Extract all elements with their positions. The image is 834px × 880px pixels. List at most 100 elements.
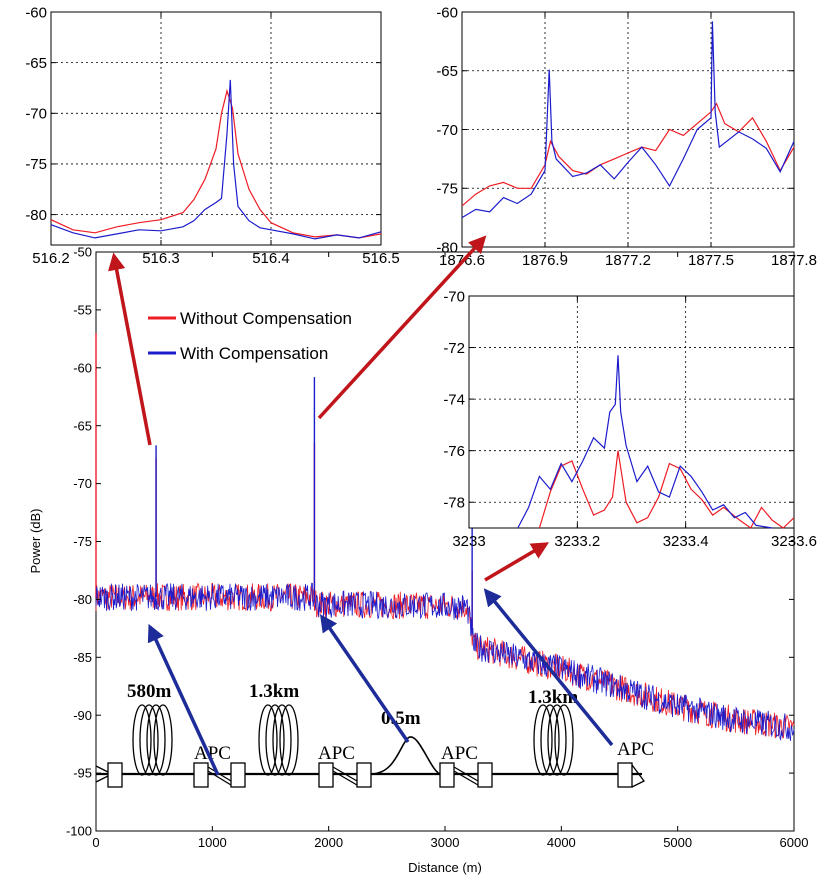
connector-box — [356, 762, 372, 788]
y-tick-label: -100 — [66, 824, 92, 839]
apc-end — [631, 764, 645, 788]
fiber-label-0.5m: 0.5m — [381, 708, 421, 729]
y-tick-label: -74 — [443, 391, 465, 408]
blue-arrow-2 — [320, 614, 410, 743]
x-tick-label: 516.5 — [362, 250, 400, 267]
x-tick-label: 516.2 — [32, 250, 70, 267]
x-tick-label: 1000 — [198, 835, 227, 850]
x-tick-label: 4000 — [547, 835, 576, 850]
y-tick-label: -90 — [73, 708, 92, 723]
inset1-axes: 516.2 516.3 516.4 516.5 -60 -65 -70 -75 -80 — [25, 4, 399, 267]
y-tick-label: -70 — [25, 106, 47, 123]
legend-label-without: Without Compensation — [180, 309, 352, 328]
y-tick-label: -80 — [436, 239, 458, 256]
main-y-axis-label: Power (dB) — [28, 508, 43, 573]
y-tick-label: -95 — [73, 766, 92, 781]
legend-label-with: With Compensation — [180, 344, 328, 363]
y-tick-label: -50 — [73, 245, 92, 260]
y-tick-label: -60 — [436, 4, 458, 21]
x-tick-label: 3233.6 — [771, 533, 817, 550]
series-line-without — [461, 102, 795, 207]
y-tick-label: -70 — [443, 288, 465, 305]
x-tick-label: 1877.2 — [605, 252, 651, 269]
y-tick-label: -65 — [436, 63, 458, 80]
series-line-with — [517, 355, 773, 529]
x-tick-label: 3233.2 — [554, 533, 600, 550]
red-arrow-inset3 — [484, 542, 550, 582]
x-tick-label: 516.4 — [252, 250, 290, 267]
apc-label-2: APC — [318, 743, 355, 764]
inset-chart-1: 516.2 516.3 516.4 516.5 -60 -65 -70 -75 -80 — [25, 4, 399, 267]
inset1-grid — [51, 12, 381, 245]
fiber-coil-1.3km-b — [533, 704, 574, 776]
y-tick-label: -76 — [443, 443, 465, 460]
fiber-label-1.3km-b: 1.3km — [528, 687, 578, 708]
connector-box — [477, 762, 493, 788]
inset2-series-layer — [461, 21, 795, 219]
series-trace-with — [95, 582, 795, 741]
inset3-grid — [469, 296, 794, 528]
blue-arrow-1 — [147, 623, 220, 776]
connector-box — [318, 762, 334, 788]
y-tick-label: -60 — [73, 360, 92, 375]
apc-slash — [332, 766, 358, 786]
fiber-loop-0.5m — [370, 736, 441, 775]
x-tick-label: 1876.9 — [522, 252, 568, 269]
inset1-series-layer — [50, 79, 382, 240]
inset3-frame — [468, 295, 795, 529]
fiber-label-1.3km-a: 1.3km — [249, 681, 299, 702]
inset-chart-3: 3233 3233.2 3233.4 3233.6 -70 -72 -74 -76 -78 — [443, 288, 817, 550]
y-tick-label: -85 — [73, 650, 92, 665]
y-tick-label: -75 — [73, 534, 92, 549]
input-end — [95, 765, 109, 783]
apc-slash — [453, 766, 479, 786]
legend: Without Compensation With Compensation — [148, 309, 352, 363]
x-tick-label: 6000 — [780, 835, 809, 850]
y-tick-label: -55 — [73, 302, 92, 317]
x-tick-label: 1877.8 — [771, 252, 817, 269]
fiber-coil-1.3km-a — [258, 704, 299, 776]
apc-label-4: APC — [617, 739, 654, 760]
setup-labels: 580m 1.3km 0.5m 1.3km APC APC APC APC — [127, 681, 654, 764]
connector-box — [193, 762, 209, 788]
fiber-setup-diagram — [95, 704, 645, 788]
fiber-coil-580m — [132, 704, 173, 776]
main-series-layer — [95, 333, 795, 741]
series-line-without — [50, 88, 382, 239]
y-tick-label: -72 — [443, 340, 465, 357]
connector-box — [617, 762, 633, 788]
apc-label-1: APC — [194, 743, 231, 764]
connector-box — [230, 762, 246, 788]
y-tick-label: -75 — [25, 156, 47, 173]
connector-box — [439, 762, 455, 788]
y-tick-label: -80 — [73, 592, 92, 607]
x-tick-label: 0 — [92, 835, 99, 850]
x-tick-label: 516.3 — [142, 250, 180, 267]
x-tick-label: 2000 — [314, 835, 343, 850]
y-tick-label: -80 — [25, 207, 47, 224]
inset3-axes: 3233 3233.2 3233.4 3233.6 -70 -72 -74 -76 -78 — [443, 288, 817, 550]
red-arrow-inset2 — [317, 235, 487, 420]
apc-slash — [207, 766, 232, 786]
inset-chart-2: 1876.6 1876.9 1877.2 1877.5 1877.8-60-65-70-… — [436, 4, 817, 269]
series-line-with — [461, 21, 795, 219]
blue-arrow-3 — [483, 588, 614, 747]
y-tick-label: -70 — [73, 476, 92, 491]
apc-label-3: APC — [441, 743, 478, 764]
series-line-without — [538, 450, 795, 529]
x-tick-label: 5000 — [663, 835, 692, 850]
inset3-series-layer — [517, 355, 795, 529]
zoom-arrows — [108, 235, 614, 776]
x-tick-label: 3233 — [452, 533, 485, 550]
y-tick-label: -78 — [443, 494, 465, 511]
y-tick-label: -65 — [73, 418, 92, 433]
fiber-label-580m: 580m — [127, 681, 172, 702]
y-tick-label: -70 — [436, 122, 458, 139]
main-x-axis-label: Distance (m) — [408, 860, 482, 875]
x-tick-label: 3233.4 — [663, 533, 709, 550]
y-tick-label: -75 — [436, 181, 458, 198]
inset1-frame — [50, 11, 382, 246]
y-tick-label: -60 — [25, 4, 47, 21]
connector-box — [107, 762, 123, 788]
